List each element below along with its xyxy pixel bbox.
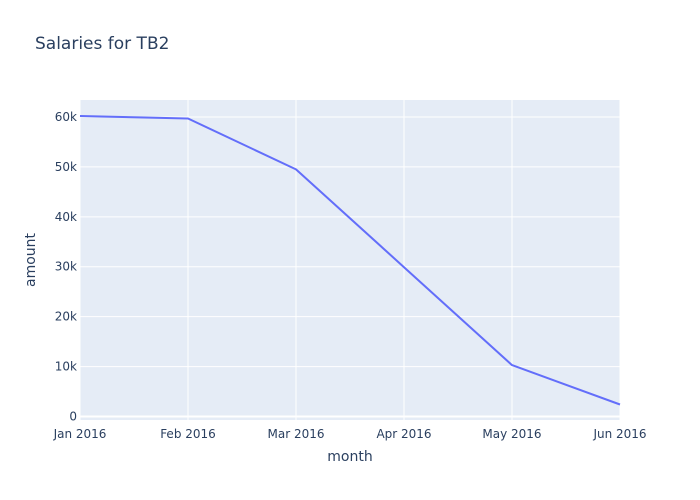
x-tick-label: May 2016: [482, 427, 541, 441]
x-tick-label: Mar 2016: [268, 427, 325, 441]
chart-title: Salaries for TB2: [35, 34, 170, 54]
y-tick-label: 10k: [55, 360, 77, 374]
y-tick-label: 40k: [55, 210, 77, 224]
y-tick-label: 50k: [55, 160, 77, 174]
plot-area: [80, 100, 620, 420]
x-tick-label: Jan 2016: [53, 427, 107, 441]
grid-lines: [79, 100, 621, 420]
y-axis-title: amount: [23, 232, 39, 287]
y-axis-ticks: 0 10k 20k 30k 40k 50k 60k: [55, 110, 77, 424]
series-layer: [79, 115, 621, 406]
series-line: [79, 115, 621, 406]
y-tick-label: 60k: [55, 110, 77, 124]
x-tick-label: Feb 2016: [160, 427, 216, 441]
x-axis-ticks: Jan 2016 Feb 2016 Mar 2016 Apr 2016 May 2016…: [53, 427, 647, 441]
y-tick-label: 0: [69, 410, 77, 424]
y-tick-label: 20k: [55, 310, 77, 324]
x-axis-title: month: [327, 449, 372, 465]
x-tick-label: Apr 2016: [376, 427, 431, 441]
y-tick-label: 30k: [55, 260, 77, 274]
x-tick-label: Jun 2016: [592, 427, 646, 441]
